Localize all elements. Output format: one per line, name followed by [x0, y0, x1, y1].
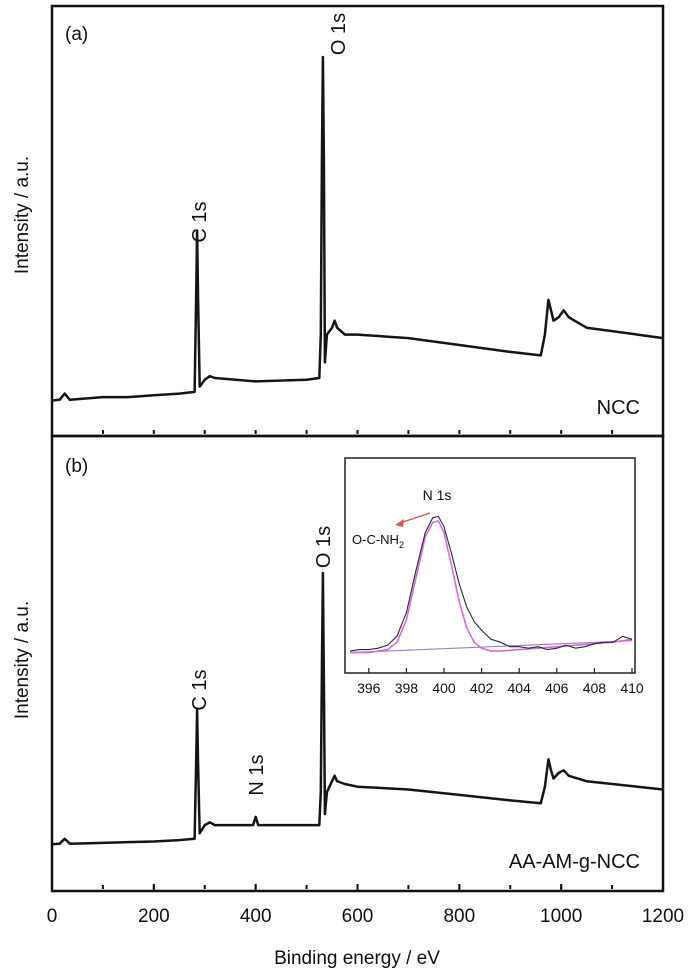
inset-oc-nh2-label: O-C-NH2	[352, 532, 404, 550]
inset-x-tick-label: 398	[395, 680, 419, 696]
inset-arrow-head	[395, 519, 404, 527]
x-tick-label: 800	[443, 906, 475, 927]
inset-x-tick-label: 410	[620, 680, 644, 696]
inset-raw-line	[349, 515, 633, 652]
panel-a-ylabel: Intensity / a.u.	[12, 156, 33, 274]
panel-a-spectrum-line	[51, 55, 664, 402]
x-tick-label: 1000	[540, 906, 582, 927]
inset-n1s-label: N 1s	[423, 487, 452, 503]
inset-x-tick-label: 408	[583, 680, 607, 696]
panel-b-peak-c1s-label: C 1s	[189, 669, 211, 710]
x-tick-label: 1200	[642, 906, 684, 927]
x-tick-label: 600	[342, 906, 374, 927]
panel-b-peak-n1s-label: N 1s	[246, 754, 268, 795]
panel-b-spectrum-line	[51, 571, 664, 846]
inset-x-tick-label: 406	[545, 680, 569, 696]
x-tick-label: 0	[47, 906, 58, 927]
inset-x-tick-label: 404	[508, 680, 532, 696]
panel-b-tag: (b)	[65, 456, 88, 477]
inset-x-tick-label: 400	[432, 680, 456, 696]
panel-a-minor-ticks	[101, 430, 614, 434]
inset-fit-line	[350, 519, 633, 654]
inset-x-tick-label: 396	[357, 680, 381, 696]
x-axis-ticks: 0 200 400 600 800 1000 1200	[47, 884, 684, 927]
panel-a-peak-o1s-label: O 1s	[328, 13, 350, 55]
panel-b-sample-label: AA-AM-g-NCC	[509, 851, 640, 873]
x-tick-label: 400	[240, 906, 272, 927]
inset-baseline-line	[349, 640, 633, 654]
panel-b-ylabel: Intensity / a.u.	[12, 601, 33, 719]
inset-arrow-line	[399, 512, 431, 524]
x-axis-label: Binding energy / eV	[274, 948, 440, 969]
x-tick-label: 200	[138, 906, 170, 927]
panel-a-sample-label: NCC	[597, 397, 640, 419]
panel-b-peak-o1s-label: O 1s	[313, 526, 335, 568]
panel-a-peak-c1s-label: C 1s	[189, 201, 211, 242]
inset-x-tick-label: 402	[470, 680, 494, 696]
panel-a-frame	[50, 4, 665, 438]
panel-a-tag: (a)	[65, 24, 88, 45]
inset-x-axis-ticks: 396 398 400 402 404 406 408 410	[357, 668, 644, 696]
inset-frame	[344, 457, 636, 674]
